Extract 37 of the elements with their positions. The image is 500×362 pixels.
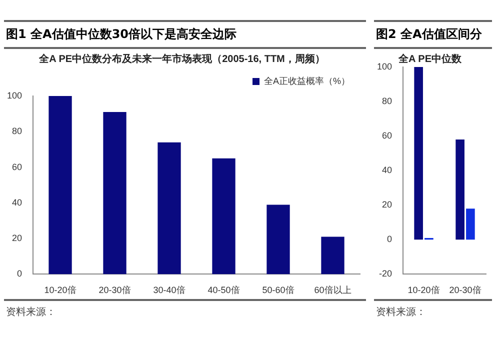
chart-subtitle: 全A PE中位数分布及未来一年市场表现（2005-16, TTM，周频） <box>38 52 325 65</box>
y-tick-label: -20 <box>379 268 392 279</box>
legend-label: 全A正收益概率（%） <box>264 76 350 86</box>
text: 资料来源： <box>4 299 366 323</box>
x-tick-label: 10-20倍 <box>44 285 76 296</box>
bar <box>48 96 72 274</box>
x-tick-label: 60倍以上 <box>314 285 352 296</box>
x-tick-label: 30-40倍 <box>153 285 186 296</box>
bar <box>212 158 236 274</box>
x-tick-label: 10-20倍 <box>408 285 440 296</box>
bar <box>266 204 290 274</box>
y-tick-label: 60 <box>382 130 392 141</box>
x-tick-label: 20-30倍 <box>98 285 131 296</box>
chart-title: 图1 全A估值中位数30倍以下是高安全边际 <box>4 22 366 49</box>
bar <box>466 208 475 240</box>
y-tick-label: 80 <box>382 96 392 106</box>
bar <box>103 112 126 274</box>
bar <box>321 236 344 274</box>
chart-subtitle: 全A PE中位数 <box>398 52 462 65</box>
y-tick-label: 40 <box>382 165 392 176</box>
y-tick-label: 0 <box>387 234 392 244</box>
y-tick-label: 20 <box>382 200 392 210</box>
chart-title: 图2 全A估值区间分 <box>374 22 492 49</box>
bar <box>158 142 181 274</box>
x-tick-label: 40-50倍 <box>208 285 240 296</box>
x-tick-label: 20-30倍 <box>449 285 482 296</box>
y-tick-label: 100 <box>6 90 22 100</box>
y-tick-label: 100 <box>376 61 392 72</box>
bar <box>456 140 464 240</box>
y-tick-label: 60 <box>12 162 22 172</box>
x-tick-label: 50-60倍 <box>262 285 294 296</box>
bar <box>414 67 423 240</box>
y-tick-label: 0 <box>17 268 22 279</box>
y-tick-label: 20 <box>12 233 22 244</box>
y-tick-label: 80 <box>12 126 22 136</box>
y-tick-label: 40 <box>12 197 22 208</box>
text: 资料来源： <box>374 299 492 323</box>
